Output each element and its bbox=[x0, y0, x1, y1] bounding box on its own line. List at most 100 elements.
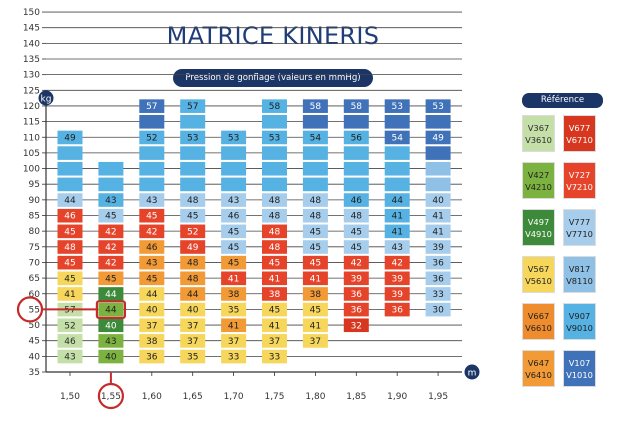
cell-value: 49 bbox=[432, 133, 444, 143]
cell-value: 41 bbox=[310, 274, 321, 284]
cell-1,90-120 bbox=[384, 99, 410, 113]
cell-1,65-60 bbox=[180, 287, 206, 301]
cell-value: 48 bbox=[269, 196, 281, 206]
legend-item-v667: V667 V6610 bbox=[522, 303, 555, 340]
cell-1,90-95 bbox=[384, 177, 410, 192]
cell-1,90-105 bbox=[384, 146, 410, 160]
cell-1,55-95 bbox=[98, 177, 124, 192]
cell-value: 36 bbox=[432, 274, 444, 284]
y-tick-label: 55 bbox=[29, 305, 40, 315]
cell-value: 48 bbox=[187, 274, 199, 284]
cell-value: 45 bbox=[105, 274, 116, 284]
cell-1,70-90 bbox=[221, 193, 247, 207]
cell-value: 53 bbox=[269, 133, 280, 143]
cell-value: 44 bbox=[105, 306, 117, 316]
cell-value: 44 bbox=[187, 290, 199, 300]
cell-1,95-75 bbox=[425, 240, 451, 254]
cell-value: 46 bbox=[64, 212, 76, 222]
cell-1,70-70 bbox=[221, 255, 247, 270]
y-tick-label: 90 bbox=[29, 196, 41, 206]
cell-value: 41 bbox=[228, 274, 239, 284]
cell-value: 36 bbox=[146, 353, 158, 363]
cell-value: 35 bbox=[228, 306, 239, 316]
y-tick-label: 70 bbox=[29, 258, 41, 268]
cell-1,75-95 bbox=[262, 177, 287, 192]
cell-1,95-80 bbox=[425, 224, 451, 239]
cell-value: 38 bbox=[146, 337, 158, 347]
cell-1,80-55 bbox=[302, 302, 328, 317]
cell-1,95-70 bbox=[425, 255, 451, 270]
cell-value: 41 bbox=[228, 321, 239, 331]
cell-value: 45 bbox=[310, 306, 321, 316]
cell-1,65-95 bbox=[180, 177, 206, 192]
cell-1,50-105 bbox=[57, 146, 83, 160]
cell-1,80-70 bbox=[302, 255, 328, 270]
cell-1,90-80 bbox=[384, 224, 410, 239]
y-tick-label: 75 bbox=[29, 243, 40, 253]
cell-1,95-95 bbox=[425, 177, 451, 192]
cell-1,70-55 bbox=[221, 302, 247, 317]
cell-1,60-50 bbox=[139, 318, 165, 333]
cell-1,80-75 bbox=[302, 240, 328, 254]
cell-value: 40 bbox=[146, 306, 158, 316]
cell-1,90-55 bbox=[384, 302, 410, 317]
cell-1,80-80 bbox=[302, 224, 328, 239]
x-tick-label: 1,90 bbox=[387, 392, 407, 402]
cell-1,55-75 bbox=[98, 240, 124, 254]
cell-1,55-100 bbox=[98, 161, 124, 176]
y-tick-label: 35 bbox=[29, 368, 40, 378]
cell-value: 45 bbox=[105, 212, 116, 222]
cell-value: 45 bbox=[64, 227, 75, 237]
cell-value: 45 bbox=[228, 259, 239, 269]
legend-code: V367 bbox=[527, 122, 550, 133]
cell-value: 45 bbox=[269, 259, 280, 269]
cell-1,85-70 bbox=[343, 255, 369, 270]
cell-1,70-85 bbox=[221, 208, 247, 223]
cell-value: 44 bbox=[146, 290, 158, 300]
cell-1,70-105 bbox=[221, 146, 247, 160]
legend-code: V8110 bbox=[566, 275, 593, 286]
cell-1,80-50 bbox=[302, 318, 328, 333]
cell-value: 41 bbox=[391, 212, 402, 222]
legend-code: V6410 bbox=[525, 369, 552, 380]
legend-item-v727: V727 V7210 bbox=[563, 162, 596, 199]
cell-1,85-90 bbox=[343, 193, 369, 207]
cell-1,55-90 bbox=[98, 193, 124, 207]
cell-value: 48 bbox=[64, 243, 76, 253]
cell-1,70-110 bbox=[221, 130, 247, 145]
cell-1,65-70 bbox=[180, 255, 206, 270]
cell-1,95-65 bbox=[425, 271, 451, 286]
cell-value: 45 bbox=[310, 227, 321, 237]
legend-code: V567 bbox=[527, 263, 550, 274]
cell-1,85-100 bbox=[343, 161, 369, 176]
cell-1,50-40 bbox=[57, 349, 83, 364]
cell-value: 42 bbox=[105, 259, 116, 269]
cell-1,80-45 bbox=[302, 334, 328, 348]
legend-code: V1010 bbox=[566, 369, 593, 380]
y-tick-label: 130 bbox=[23, 71, 40, 81]
cell-value: 40 bbox=[432, 196, 444, 206]
x-tick-label: 1,55 bbox=[101, 392, 121, 402]
cell-1,70-60 bbox=[221, 287, 247, 301]
cell-value: 42 bbox=[105, 227, 116, 237]
cell-value: 45 bbox=[64, 274, 75, 284]
cell-1,60-75 bbox=[139, 240, 165, 254]
legend-item-v107: V107 V1010 bbox=[563, 350, 596, 387]
cell-1,85-110 bbox=[343, 130, 369, 145]
cell-1,65-115 bbox=[180, 115, 206, 129]
cell-value: 53 bbox=[228, 133, 239, 143]
y-tick-label: 145 bbox=[23, 24, 40, 34]
cell-1,75-65 bbox=[262, 271, 287, 286]
cell-value: 44 bbox=[105, 290, 117, 300]
cell-1,85-60 bbox=[343, 287, 369, 301]
cell-value: 53 bbox=[391, 102, 402, 112]
y-tick-label: 125 bbox=[23, 86, 40, 96]
cell-value: 41 bbox=[269, 321, 280, 331]
cell-value: 36 bbox=[351, 306, 363, 316]
cell-1,70-45 bbox=[221, 334, 247, 348]
cell-1,60-115 bbox=[139, 115, 165, 129]
legend-item-v907: V907 V9010 bbox=[563, 303, 596, 340]
y-tick-label: 60 bbox=[29, 290, 41, 300]
chart-title: MATRICE KINERIS bbox=[166, 22, 380, 50]
x-tick-label: 1,85 bbox=[346, 392, 366, 402]
